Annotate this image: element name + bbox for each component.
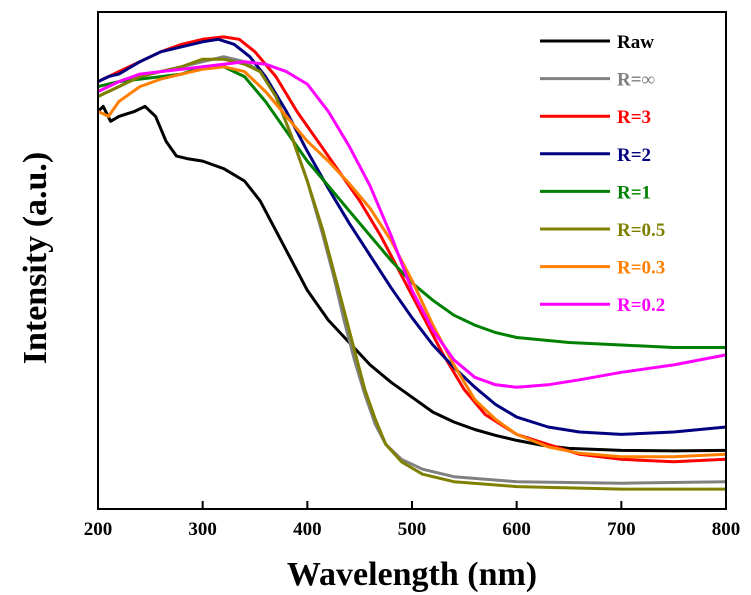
- x-tick-label-2: 400: [293, 519, 322, 540]
- x-tick-label-3: 500: [398, 519, 427, 540]
- series-line-3: [97, 37, 727, 436]
- legend-label-5: R=0.5: [617, 220, 665, 241]
- x-axis-title: Wavelength (nm): [287, 556, 537, 593]
- series-line-4: [97, 65, 726, 349]
- series-layer: [96, 35, 727, 491]
- series-line-6: [97, 65, 727, 459]
- series-line-7: [97, 60, 727, 389]
- legend: Raw R=∞ R=3 R=2 R=1 R=0.5 R=0.3 R=0.2: [540, 32, 665, 316]
- x-tick-label-6: 800: [712, 519, 741, 540]
- legend-label-4: R=1: [617, 182, 651, 203]
- x-tick-label-5: 700: [607, 519, 636, 540]
- x-tick-label-1: 300: [188, 519, 217, 540]
- x-axis-ticks: 200 300 400 500 600 700 800: [84, 501, 741, 540]
- y-axis-title: Intensity (a.u.): [17, 152, 54, 365]
- x-tick-label-0: 200: [84, 519, 113, 540]
- series-line-0: [96, 104, 727, 453]
- legend-label-6: R=0.3: [617, 258, 665, 279]
- legend-label-3: R=2: [617, 145, 651, 166]
- legend-label-7: R=0.2: [617, 295, 665, 316]
- legend-label-0: Raw: [617, 32, 654, 53]
- x-tick-label-4: 600: [502, 519, 531, 540]
- legend-label-2: R=3: [617, 107, 651, 128]
- legend-label-1: R=∞: [617, 70, 655, 91]
